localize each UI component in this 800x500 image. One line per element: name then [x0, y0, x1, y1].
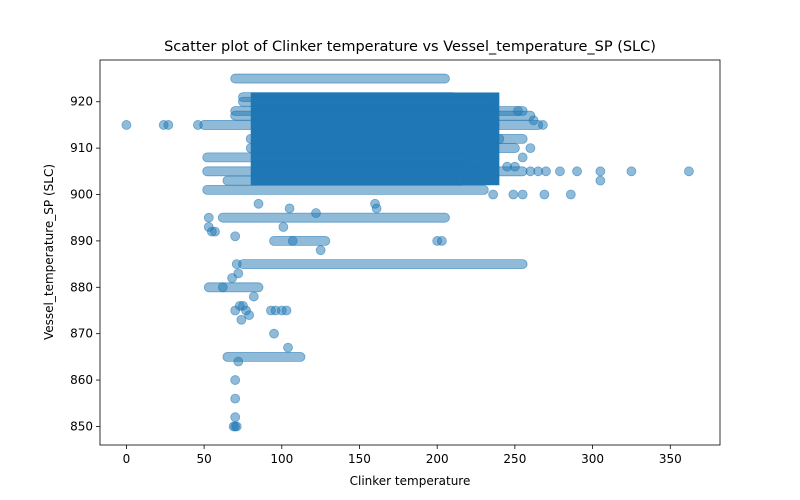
y-axis: 850 860 870 880 890 900 910 920	[70, 95, 100, 433]
data-point	[684, 166, 694, 177]
data-point	[626, 166, 637, 177]
data-point	[555, 166, 565, 177]
y-tick-label: 860	[70, 373, 93, 387]
data-point	[233, 268, 244, 279]
data-point	[311, 208, 321, 218]
x-tick-label: 200	[426, 452, 449, 466]
data-point	[203, 212, 214, 223]
chart-title: Scatter plot of Clinker temperature vs V…	[164, 39, 656, 55]
data-point	[217, 282, 228, 293]
point-band-890	[269, 236, 331, 246]
x-tick-label: 350	[659, 452, 682, 466]
data-point	[565, 189, 576, 200]
data-point	[230, 375, 241, 385]
data-point	[283, 342, 293, 353]
data-point	[528, 115, 539, 126]
y-tick-label: 850	[70, 419, 93, 433]
point-band-910	[245, 143, 520, 154]
x-tick-label: 300	[581, 452, 604, 466]
y-tick-label: 920	[70, 95, 93, 109]
data-point	[231, 421, 242, 432]
data-point	[513, 106, 523, 116]
plot-frame	[99, 59, 721, 446]
point-band-915	[199, 120, 544, 130]
point-band-920	[238, 96, 497, 107]
plot-area	[121, 73, 694, 432]
point-band-880	[203, 282, 264, 293]
y-axis-label: Vessel_temperature_SP (SLC)	[42, 164, 56, 340]
data-point	[230, 412, 241, 423]
data-point	[210, 226, 220, 237]
x-tick-label: 250	[503, 452, 526, 466]
data-point	[455, 175, 466, 186]
data-point	[231, 259, 242, 269]
point-band-901	[202, 184, 489, 195]
point-band-903	[222, 175, 466, 186]
x-tick-label: 150	[348, 452, 371, 466]
x-tick-label: 100	[270, 452, 293, 466]
x-axis-label: Clinker temperature	[350, 474, 471, 488]
data-point	[488, 189, 499, 200]
data-point	[541, 166, 551, 177]
y-tick-label: 900	[70, 188, 93, 202]
point-band-885	[238, 259, 528, 269]
data-point	[315, 245, 326, 256]
data-point	[482, 152, 492, 163]
y-tick-label: 910	[70, 141, 93, 155]
data-point	[284, 203, 295, 214]
data-point	[517, 152, 528, 163]
point-band-917	[230, 110, 536, 121]
data-point	[517, 189, 528, 200]
data-point	[537, 120, 548, 130]
data-point	[539, 189, 550, 200]
y-tick-label: 870	[70, 327, 93, 341]
data-point	[269, 328, 279, 339]
data-point	[248, 291, 259, 302]
point-band-925	[230, 73, 450, 84]
data-point	[236, 314, 247, 325]
y-tick-label: 890	[70, 234, 93, 248]
data-point	[253, 198, 264, 209]
data-point	[121, 120, 132, 130]
data-point	[163, 120, 174, 130]
data-point	[233, 356, 244, 367]
data-point	[572, 166, 582, 177]
data-point	[595, 175, 606, 186]
data-point	[494, 133, 505, 144]
point-band-905	[202, 166, 528, 177]
data-point	[230, 231, 241, 242]
data-point	[508, 189, 519, 200]
x-axis: 0 50 100 150 200 250 300 350	[123, 445, 682, 466]
data-point	[525, 143, 536, 154]
y-tick-label: 880	[70, 280, 93, 294]
data-point	[278, 222, 289, 232]
data-point	[192, 120, 203, 130]
data-point	[595, 166, 606, 177]
point-band-908	[202, 152, 466, 163]
data-point	[281, 305, 292, 316]
x-tick-label: 50	[196, 452, 211, 466]
data-point	[370, 198, 380, 209]
point-band-912	[245, 133, 528, 144]
data-point	[287, 236, 298, 246]
x-tick-label: 0	[123, 452, 131, 466]
data-point	[509, 161, 520, 172]
data-point	[436, 236, 447, 246]
data-point	[241, 305, 251, 316]
data-point	[230, 393, 241, 404]
point-band-895	[217, 212, 450, 223]
point-band-865	[222, 351, 306, 362]
